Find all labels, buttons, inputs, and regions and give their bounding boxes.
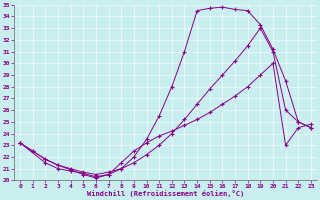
X-axis label: Windchill (Refroidissement éolien,°C): Windchill (Refroidissement éolien,°C) bbox=[87, 190, 244, 197]
